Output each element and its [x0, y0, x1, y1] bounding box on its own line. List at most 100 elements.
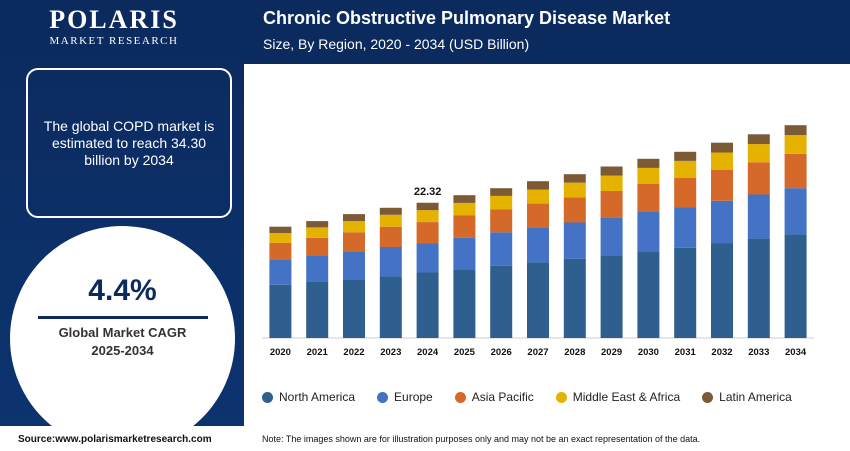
- legend-item: Middle East & Africa: [555, 390, 681, 404]
- bar-segment-2031-europe: [674, 207, 697, 248]
- bar-segment-2034-asia-pacific: [784, 153, 807, 189]
- market-summary-text: The global COPD market is estimated to r…: [43, 117, 215, 168]
- bar-segment-2027-asia-pacific: [527, 203, 549, 228]
- x-tick-label: 2028: [564, 347, 585, 358]
- bar-segment-2021-latin-america: [306, 221, 329, 228]
- left-panel: POLARIS MARKET RESEARCH The global COPD …: [0, 0, 244, 451]
- bar-segment-2020-north-america: [269, 284, 292, 338]
- bar-segment-2033-latin-america: [747, 134, 770, 145]
- bar-segment-2032-asia-pacific: [711, 170, 733, 201]
- bar-segment-2025-latin-america: [453, 195, 476, 203]
- cagr-label-line1: Global Market CAGR: [58, 325, 187, 340]
- bar-segment-2027-north-america: [527, 262, 549, 338]
- bar-segment-2022-middle-east-africa: [343, 221, 365, 233]
- disclaimer-note: Note: The images shown are for illustrat…: [262, 434, 701, 444]
- bar-segment-2030-europe: [637, 212, 660, 252]
- bar-segment-2022-north-america: [343, 279, 365, 338]
- legend-item: Europe: [377, 390, 433, 404]
- chart-legend: North America Europe Asia Pacific Middle Ea…: [262, 390, 814, 404]
- bar-segment-2023-latin-america: [379, 207, 402, 215]
- cagr-divider: [38, 316, 208, 319]
- bar-segment-2023-north-america: [379, 276, 402, 338]
- bar-segment-2033-north-america: [747, 238, 770, 338]
- bar-segment-2028-middle-east-africa: [563, 182, 586, 198]
- legend-swatch: [702, 391, 714, 403]
- x-tick-label: 2026: [491, 347, 512, 358]
- bar-segment-2026-north-america: [490, 265, 513, 338]
- bar-segment-2029-asia-pacific: [600, 191, 623, 218]
- logo-sub: MARKET RESEARCH: [49, 35, 179, 47]
- x-tick-label: 2021: [307, 347, 329, 358]
- bar-segment-2026-asia-pacific: [490, 209, 513, 233]
- x-tick-label: 2030: [638, 347, 659, 358]
- cagr-label-line2: 2025-2034: [91, 343, 154, 358]
- bar-segment-2027-latin-america: [527, 181, 549, 190]
- bar-segment-2024-latin-america: [416, 202, 439, 211]
- bar-segment-2031-middle-east-africa: [674, 160, 697, 178]
- legend-swatch: [555, 391, 567, 403]
- polaris-logo: POLARIS MARKET RESEARCH: [14, 6, 214, 52]
- bar-segment-2022-europe: [343, 251, 365, 280]
- bar-segment-2034-europe: [784, 188, 807, 235]
- bar-segment-2023-europe: [379, 247, 402, 277]
- bar-segment-2023-middle-east-africa: [379, 214, 402, 227]
- legend-swatch: [454, 391, 466, 403]
- legend-item: North America: [262, 390, 355, 404]
- bar-segment-2024-middle-east-africa: [416, 210, 439, 223]
- x-tick-label: 2020: [270, 347, 291, 358]
- bar-segment-2032-latin-america: [711, 142, 733, 153]
- market-summary-box: The global COPD market is estimated to r…: [26, 68, 232, 218]
- bar-segment-2024-north-america: [416, 272, 439, 338]
- bar-segment-2033-europe: [747, 194, 770, 239]
- bar-segment-2025-europe: [453, 237, 476, 270]
- bar-segment-2031-latin-america: [674, 151, 697, 161]
- x-tick-label: 2023: [380, 347, 401, 358]
- bar-segment-2032-north-america: [711, 243, 733, 338]
- bar-segment-2034-north-america: [784, 234, 807, 338]
- bar-segment-2029-north-america: [600, 255, 623, 338]
- bar-segment-2024-europe: [416, 243, 439, 273]
- bar-segment-2033-middle-east-africa: [747, 144, 770, 163]
- chart-title: Chronic Obstructive Pulmonary Disease Ma…: [263, 8, 671, 28]
- bar-segment-2022-latin-america: [343, 214, 365, 222]
- x-tick-label: 2029: [601, 347, 622, 358]
- bar-segment-2029-latin-america: [600, 166, 623, 176]
- bar-segment-2027-middle-east-africa: [527, 189, 549, 204]
- bar-segment-2034-middle-east-africa: [784, 135, 807, 154]
- bar-segment-2026-latin-america: [490, 188, 513, 196]
- bar-segment-2025-asia-pacific: [453, 215, 476, 238]
- bar-segment-2025-middle-east-africa: [453, 202, 476, 216]
- legend-swatch: [262, 391, 273, 403]
- bar-segment-2020-asia-pacific: [269, 242, 292, 260]
- legend-item: Latin America: [702, 390, 792, 404]
- x-tick-label: 2024: [417, 347, 439, 358]
- x-tick-label: 2022: [343, 347, 364, 358]
- bar-segment-2032-middle-east-africa: [711, 152, 733, 170]
- bar-segment-2021-asia-pacific: [306, 237, 329, 256]
- bar-segment-2020-middle-east-africa: [269, 233, 292, 243]
- legend-label: North America: [279, 390, 356, 404]
- legend-swatch: [377, 391, 389, 403]
- cagr-label: Global Market CAGR 2025-2034: [10, 324, 235, 360]
- bar-segment-2028-latin-america: [563, 174, 586, 183]
- x-tick-label: 2034: [785, 347, 807, 358]
- bar-segment-2030-north-america: [637, 251, 660, 338]
- logo-brand: POLARIS: [49, 5, 179, 34]
- bar-segment-2030-latin-america: [637, 158, 660, 168]
- bar-segment-2022-asia-pacific: [343, 232, 365, 252]
- bar-segment-2026-europe: [490, 232, 513, 266]
- chart-area: 2020 2021 2022 2023 2024 22.32 2025 2026 2027 202…: [244, 64, 850, 426]
- legend-label: Middle East & Africa: [572, 390, 681, 404]
- bar-segment-2030-asia-pacific: [637, 184, 660, 212]
- cagr-value: 4.4%: [88, 274, 157, 307]
- bar-segment-2024-asia-pacific: [416, 222, 439, 244]
- bar-segment-2034-latin-america: [784, 125, 807, 135]
- data-label: 22.32: [414, 186, 442, 198]
- bar-segment-2029-europe: [600, 217, 623, 256]
- bar-segment-2021-europe: [306, 255, 329, 282]
- legend-item: Asia Pacific: [454, 390, 534, 404]
- bar-segment-2021-north-america: [306, 282, 329, 338]
- bar-segment-2028-europe: [563, 222, 586, 259]
- stacked-bar-chart: 2020 2021 2022 2023 2024 22.32 2025 2026 2027 202…: [262, 125, 814, 358]
- x-tick-label: 2027: [527, 347, 548, 358]
